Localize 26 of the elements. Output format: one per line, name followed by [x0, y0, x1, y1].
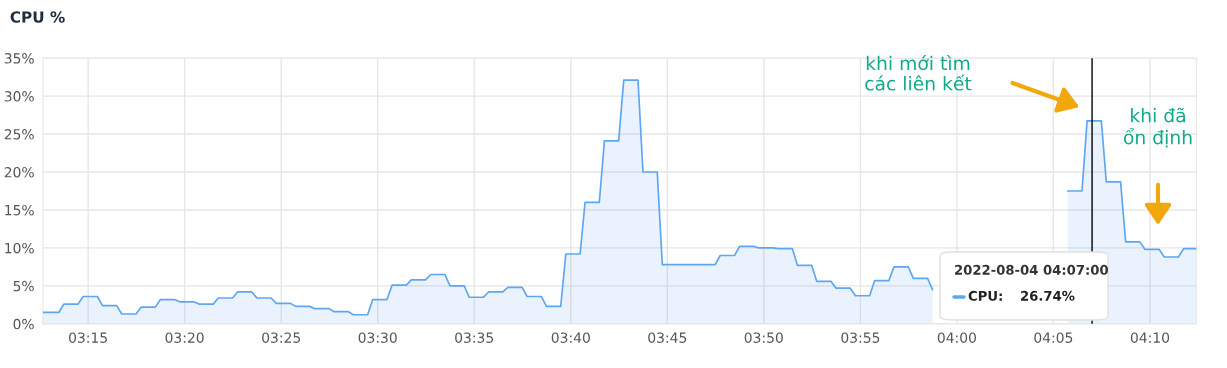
x-tick-label: 03:15 — [69, 332, 107, 343]
x-tick-label: 04:05 — [1034, 332, 1073, 343]
annotation: khi đã ổn định — [1123, 107, 1192, 148]
x-tick-label: 03:45 — [648, 332, 687, 343]
y-tick-label: 5% — [13, 280, 34, 292]
x-tick-label: 03:20 — [165, 332, 204, 343]
y-tick-label: 15% — [5, 204, 34, 216]
annotation: 2022-08-04 04:07:00 — [955, 264, 1108, 275]
x-tick-label: 04:00 — [937, 332, 976, 343]
y-tick-label: 30% — [4, 91, 34, 102]
annotation: 26.74% — [1021, 290, 1075, 301]
y-tick-label: 35% — [4, 53, 34, 64]
y-tick-label: 20% — [4, 166, 34, 178]
x-tick-label: 03:40 — [551, 332, 590, 343]
x-tick-label: 03:55 — [841, 332, 880, 343]
annotation: khi mới tìm các liên kết — [865, 55, 972, 91]
x-tick-label: 03:35 — [455, 332, 493, 343]
y-tick-label: 0% — [13, 318, 34, 330]
y-tick-label: 10% — [5, 242, 34, 254]
x-tick-label: 03:25 — [262, 332, 301, 343]
annotation: CPU: — [968, 290, 1002, 301]
x-tick-label: 03:30 — [358, 332, 397, 343]
chart-title: CPU % — [10, 11, 65, 23]
x-tick-label: 03:50 — [744, 332, 783, 343]
y-tick-label: 25% — [4, 129, 34, 140]
x-tick-label: 04:10 — [1130, 332, 1170, 343]
